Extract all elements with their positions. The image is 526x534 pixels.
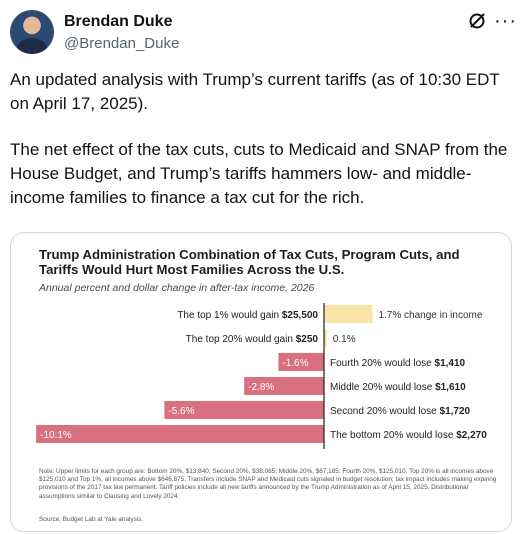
chart-bar bbox=[324, 329, 327, 347]
data-label: -10.1% bbox=[40, 430, 72, 441]
chart-bar bbox=[244, 377, 324, 395]
category-label: Fourth 20% would lose $1,410 bbox=[330, 358, 466, 369]
category-label: The top 1% would gain $25,500 bbox=[177, 310, 318, 321]
category-label: Second 20% would lose $1,720 bbox=[330, 406, 471, 417]
data-label: -1.6% bbox=[282, 358, 308, 369]
chart-bar bbox=[278, 353, 324, 371]
avatar[interactable] bbox=[10, 10, 54, 54]
chart-title: Trump Administration Combination of Tax … bbox=[39, 247, 460, 277]
author-name[interactable]: Brendan Duke bbox=[64, 13, 173, 30]
tweet-header: Brendan Duke @Brendan_Duke ··· bbox=[10, 10, 516, 56]
chart-source: Source: Budget Lab at Yale analysis. bbox=[39, 516, 144, 523]
data-label: 0.1% bbox=[333, 334, 356, 345]
tweet-paragraph: An updated analysis with Trump’s current… bbox=[10, 70, 500, 113]
data-label: 1.7% change in income bbox=[378, 310, 482, 321]
chart-bar bbox=[36, 425, 325, 443]
chart-bar bbox=[164, 401, 324, 419]
data-label: -2.8% bbox=[248, 382, 274, 393]
chart-note: Note: Upper limits for each group are: B… bbox=[39, 468, 497, 500]
chart-subtitle: Annual percent and dollar change in afte… bbox=[39, 282, 315, 294]
author-handle[interactable]: @Brendan_Duke bbox=[64, 35, 180, 52]
category-label: The bottom 20% would lose $2,270 bbox=[330, 430, 487, 441]
bar-chart: 1.7% change in income The top 1% would ga… bbox=[36, 303, 487, 449]
more-icon[interactable]: ··· bbox=[494, 10, 517, 32]
category-label: Middle 20% would lose $1,610 bbox=[330, 382, 466, 393]
chart-image[interactable]: Trump Administration Combination of Tax … bbox=[10, 232, 512, 532]
tweet-paragraph: The net effect of the tax cuts, cuts to … bbox=[10, 140, 508, 207]
chart-bar bbox=[324, 305, 373, 323]
grok-icon[interactable] bbox=[468, 12, 486, 36]
tweet-text: An updated analysis with Trump’s current… bbox=[10, 68, 516, 232]
data-label: -5.6% bbox=[168, 406, 194, 417]
category-label: The top 20% would gain $250 bbox=[186, 334, 319, 345]
